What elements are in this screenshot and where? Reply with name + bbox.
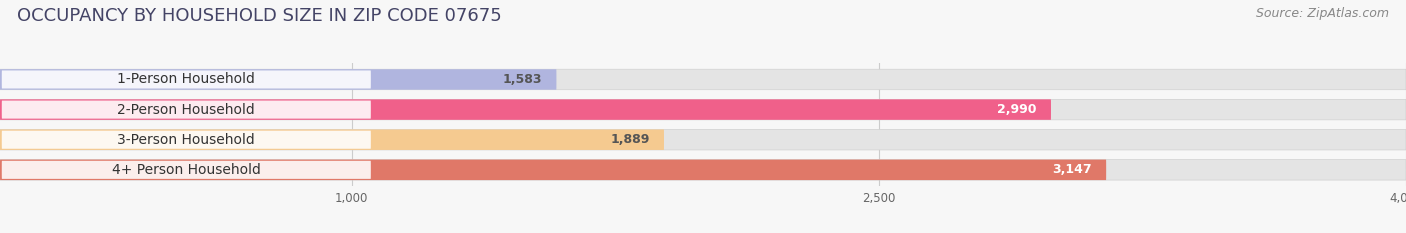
FancyBboxPatch shape	[0, 99, 1406, 120]
FancyBboxPatch shape	[0, 99, 1052, 120]
Text: 1,583: 1,583	[503, 73, 543, 86]
FancyBboxPatch shape	[0, 130, 1406, 150]
FancyBboxPatch shape	[1, 70, 371, 89]
Text: 3-Person Household: 3-Person Household	[118, 133, 254, 147]
Text: 4+ Person Household: 4+ Person Household	[112, 163, 260, 177]
Text: 3,147: 3,147	[1053, 163, 1092, 176]
FancyBboxPatch shape	[1, 161, 371, 179]
Text: 2-Person Household: 2-Person Household	[118, 103, 254, 116]
FancyBboxPatch shape	[0, 69, 557, 90]
Text: 2,990: 2,990	[997, 103, 1038, 116]
Text: 1-Person Household: 1-Person Household	[117, 72, 256, 86]
FancyBboxPatch shape	[0, 130, 664, 150]
FancyBboxPatch shape	[1, 101, 371, 119]
Text: OCCUPANCY BY HOUSEHOLD SIZE IN ZIP CODE 07675: OCCUPANCY BY HOUSEHOLD SIZE IN ZIP CODE …	[17, 7, 502, 25]
FancyBboxPatch shape	[0, 69, 1406, 90]
FancyBboxPatch shape	[1, 131, 371, 149]
FancyBboxPatch shape	[0, 160, 1107, 180]
Text: 1,889: 1,889	[610, 133, 650, 146]
FancyBboxPatch shape	[0, 160, 1406, 180]
Text: Source: ZipAtlas.com: Source: ZipAtlas.com	[1256, 7, 1389, 20]
